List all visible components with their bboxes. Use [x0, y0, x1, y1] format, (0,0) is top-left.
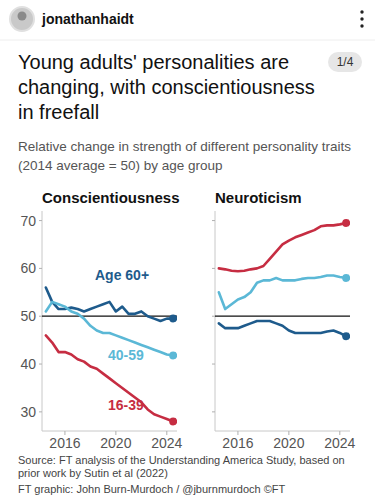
- series-label: Age 60+: [95, 267, 149, 283]
- x-tick-label: 2020: [100, 435, 131, 451]
- panel: Neuroticism 2016 2020 2024: [212, 189, 356, 451]
- y-axis-line: [215, 211, 216, 431]
- y-tick: [212, 411, 215, 412]
- y-tick: [39, 268, 42, 269]
- credit: FT graphic: John Burn-Murdoch / @jburnmu…: [18, 483, 363, 496]
- x-tick-label: 2024: [324, 435, 355, 451]
- x-axis-line: [215, 431, 350, 432]
- y-tick-label: 30: [20, 404, 36, 420]
- y-tick-label: 50: [20, 308, 36, 324]
- series-line: [46, 335, 173, 421]
- menu-dot[interactable]: [360, 17, 363, 20]
- subtitle: Relative change in strength of different…: [18, 137, 368, 175]
- x-tick-label: 2016: [222, 435, 253, 451]
- plot-area: [46, 288, 177, 426]
- header-bar: [0, 0, 375, 40]
- end-marker: [169, 351, 177, 359]
- panel: Conscientiousness 30 40 50 60 70 2016 2020 2024 A…: [20, 189, 182, 451]
- username: jonathanhaidt: [41, 11, 134, 27]
- end-marker: [342, 274, 350, 282]
- end-marker: [342, 219, 350, 227]
- x-axis-line: [42, 431, 177, 432]
- title: Young adults' personalities are changing…: [18, 50, 328, 125]
- menu-dot[interactable]: [360, 10, 363, 13]
- y-axis-line: [42, 211, 43, 431]
- plot-area: [219, 219, 350, 340]
- series-line: [219, 321, 346, 336]
- page-badge: 1/4: [337, 55, 354, 69]
- source: Source: FT analysis of the Understanding…: [18, 454, 358, 480]
- baseline: [215, 316, 350, 317]
- badge-bg: [328, 52, 362, 72]
- series-line: [219, 276, 346, 309]
- y-tick-label: 70: [20, 213, 36, 229]
- end-marker: [342, 332, 350, 340]
- series-label: 16-39: [108, 397, 144, 413]
- page-canvas: jonathanhaidt 1/4 Conscientiousness 30 40 50 6…: [0, 0, 375, 500]
- x-tick-label: 2016: [49, 435, 80, 451]
- x-tick-label: 2024: [151, 435, 182, 451]
- baseline: [42, 316, 177, 317]
- end-marker: [169, 417, 177, 425]
- series-line: [219, 223, 346, 271]
- y-tick: [212, 268, 215, 269]
- end-marker: [169, 315, 177, 323]
- series-label: 40-59: [108, 347, 144, 363]
- y-tick: [212, 364, 215, 365]
- x-tick-label: 2020: [273, 435, 304, 451]
- y-tick: [39, 364, 42, 365]
- panel-title: Conscientiousness: [42, 189, 180, 206]
- y-tick: [212, 220, 215, 221]
- avatar: [10, 7, 34, 31]
- y-tick-label: 60: [20, 260, 36, 276]
- y-tick: [39, 220, 42, 221]
- y-tick: [212, 316, 215, 317]
- panel-title: Neuroticism: [215, 189, 302, 206]
- menu-dot[interactable]: [360, 24, 363, 27]
- header-divider: [0, 40, 375, 41]
- y-tick-label: 40: [20, 356, 36, 372]
- y-tick: [39, 411, 42, 412]
- series-line: [46, 288, 173, 321]
- avatar-head: [18, 12, 27, 21]
- y-tick: [39, 316, 42, 317]
